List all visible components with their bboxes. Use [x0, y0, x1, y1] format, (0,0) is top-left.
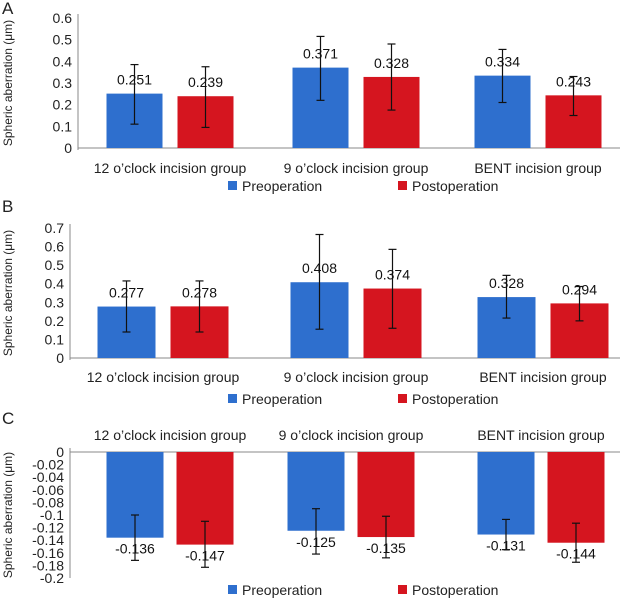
legend-swatch — [228, 394, 237, 403]
y-tick-label: 0.5 — [45, 257, 65, 273]
y-axis-title: Spheric aberration (μm) — [1, 230, 15, 356]
y-axis-title: Spheric aberration (μm) — [1, 452, 15, 578]
category-label: 12 o’clock incision group — [87, 369, 240, 385]
panel-label: A — [2, 0, 14, 18]
legend-label: Postoperation — [412, 391, 498, 407]
y-tick-label: 0 — [56, 350, 64, 366]
category-label: 9 o’clock incision group — [284, 160, 429, 176]
legend-swatch — [228, 181, 237, 190]
y-axis-title: Spheric aberration (μm) — [1, 20, 15, 146]
legend-label: Preoperation — [242, 582, 322, 598]
panel-label: C — [2, 409, 14, 428]
data-label: 0.408 — [302, 260, 337, 276]
y-tick-label: 0.5 — [53, 32, 73, 48]
category-label: 12 o’clock incision group — [94, 427, 247, 443]
panel-label: B — [2, 197, 13, 216]
y-tick-label: 0.3 — [53, 75, 73, 91]
data-label: -0.144 — [556, 546, 596, 562]
y-tick-label: 0.1 — [53, 118, 73, 134]
y-tick-label: 0 — [56, 444, 64, 460]
legend-swatch — [398, 394, 407, 403]
y-tick-label: -0.2 — [40, 570, 64, 586]
y-tick-label: 0.6 — [53, 10, 73, 26]
data-label: 0.294 — [562, 281, 597, 297]
data-label: 0.334 — [485, 54, 520, 70]
category-label: BENT incision group — [474, 160, 602, 176]
y-tick-label: 0.4 — [53, 53, 73, 69]
y-tick-label: -0.14 — [32, 532, 64, 548]
y-tick-label: -0.1 — [40, 507, 64, 523]
category-label: 12 o’clock incision group — [94, 160, 247, 176]
data-label: -0.135 — [366, 540, 406, 556]
y-tick-label: -0.18 — [32, 557, 64, 573]
data-label: 0.328 — [374, 55, 409, 71]
y-tick-label: -0.16 — [32, 545, 64, 561]
data-label: 0.278 — [182, 284, 217, 300]
data-label: 0.371 — [303, 46, 338, 62]
legend-label: Postoperation — [412, 178, 498, 194]
category-label: 9 o’clock incision group — [284, 369, 429, 385]
data-label: 0.243 — [556, 73, 591, 89]
y-tick-label: -0.04 — [32, 469, 64, 485]
data-label: -0.147 — [185, 548, 225, 564]
data-label: -0.136 — [115, 541, 155, 557]
data-label: 0.251 — [117, 72, 152, 88]
legend-label: Preoperation — [242, 178, 322, 194]
data-label: -0.125 — [296, 534, 336, 550]
legend-swatch — [398, 181, 407, 190]
y-tick-label: 0.1 — [45, 331, 65, 347]
data-label: 0.239 — [188, 74, 223, 90]
y-tick-label: 0.2 — [53, 97, 73, 113]
legend-swatch — [228, 585, 237, 594]
category-label: 9 o’clock incision group — [279, 427, 424, 443]
category-label: BENT incision group — [477, 427, 605, 443]
y-tick-label: -0.08 — [32, 494, 64, 510]
data-label: 0.374 — [375, 267, 410, 283]
y-tick-label: -0.06 — [32, 482, 64, 498]
data-label: -0.131 — [486, 538, 526, 554]
legend-label: Postoperation — [412, 582, 498, 598]
y-tick-label: 0.7 — [45, 220, 65, 236]
y-tick-label: -0.02 — [32, 457, 64, 473]
legend-label: Preoperation — [242, 391, 322, 407]
category-label: BENT incision group — [479, 369, 607, 385]
data-label: 0.328 — [489, 275, 524, 291]
y-tick-label: 0.4 — [45, 276, 65, 292]
y-tick-label: 0.3 — [45, 294, 65, 310]
data-label: 0.277 — [109, 285, 144, 301]
y-tick-label: 0.2 — [45, 313, 65, 329]
y-tick-label: 0.6 — [45, 239, 65, 255]
legend-swatch — [398, 585, 407, 594]
y-tick-label: 0 — [64, 140, 72, 156]
y-tick-label: -0.12 — [32, 520, 64, 536]
